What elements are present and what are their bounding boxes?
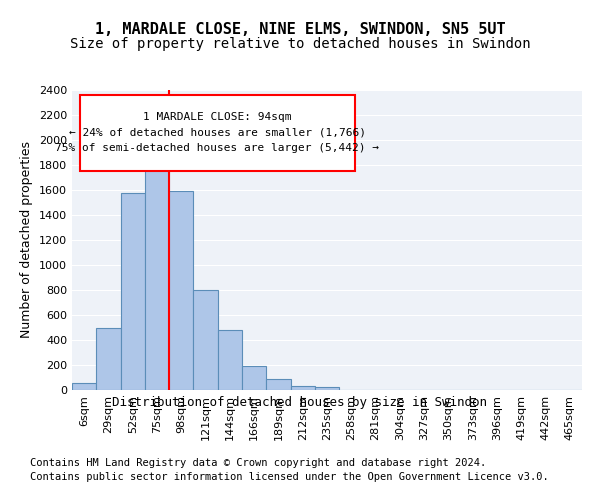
Y-axis label: Number of detached properties: Number of detached properties	[20, 142, 34, 338]
Bar	[242, 366, 266, 390]
Bar	[266, 379, 290, 390]
Text: Distribution of detached houses by size in Swindon: Distribution of detached houses by size …	[113, 396, 487, 409]
Bar	[96, 328, 121, 390]
Text: 1, MARDALE CLOSE, NINE ELMS, SWINDON, SN5 5UT: 1, MARDALE CLOSE, NINE ELMS, SWINDON, SN…	[95, 22, 505, 36]
Text: 1 MARDALE CLOSE: 94sqm
← 24% of detached houses are smaller (1,766)
75% of semi-: 1 MARDALE CLOSE: 94sqm ← 24% of detached…	[55, 112, 379, 154]
Text: Size of property relative to detached houses in Swindon: Size of property relative to detached ho…	[70, 37, 530, 51]
Bar	[169, 191, 193, 390]
Bar	[72, 382, 96, 390]
Bar	[193, 290, 218, 390]
Bar	[218, 330, 242, 390]
Bar	[315, 386, 339, 390]
Bar	[121, 192, 145, 390]
Text: Contains public sector information licensed under the Open Government Licence v3: Contains public sector information licen…	[30, 472, 549, 482]
FancyBboxPatch shape	[80, 94, 355, 171]
Bar	[290, 386, 315, 390]
Bar	[145, 145, 169, 390]
Text: Contains HM Land Registry data © Crown copyright and database right 2024.: Contains HM Land Registry data © Crown c…	[30, 458, 486, 468]
